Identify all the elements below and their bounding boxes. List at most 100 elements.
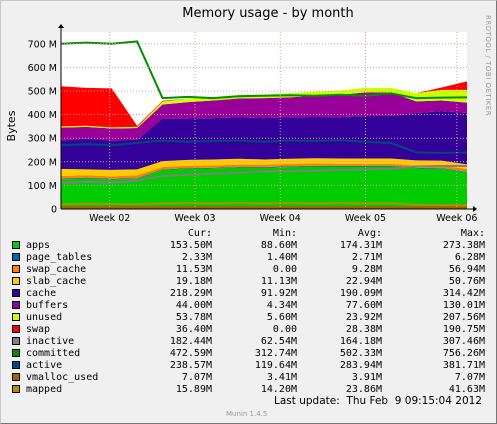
x-tick-label: Week 03 [174, 213, 215, 224]
legend-cur: 238.57M [169, 360, 212, 371]
legend-row-apps: apps 153.50M 88.60M 174.31M 273.38M [12, 240, 492, 252]
memory-chart: Memory usage - by month Bytes 0 100 M 200 … [5, 6, 477, 224]
legend-max: 6.28M [454, 252, 485, 263]
legend-row-vmalloc-used: vmalloc_used 7.07M 3.41M 3.91M 7.07M [12, 372, 492, 384]
y-tick-label: 400 M [28, 110, 57, 121]
x-tick-label: Week 04 [260, 213, 301, 224]
legend-swatch [12, 349, 20, 357]
area-apps [61, 166, 467, 209]
legend-name: active [26, 360, 63, 371]
legend-cur: 11.53M [175, 264, 212, 275]
legend-avg: 164.18M [339, 336, 382, 347]
y-axis-arrow [58, 24, 64, 28]
line-mapped [60, 202, 468, 207]
legend-name: vmalloc_used [26, 372, 99, 383]
legend-max: 190.75M [442, 324, 485, 335]
legend-header-min: Min: [272, 228, 297, 239]
legend-min: 62.54M [260, 336, 297, 347]
legend-row-active: active 238.57M 119.64M 283.94M 381.71M [12, 360, 492, 372]
legend-min: 14.20M [260, 384, 297, 395]
legend-min: 1.40M [266, 252, 297, 263]
legend-cur: 53.78M [175, 312, 212, 323]
legend-avg: 3.91M [351, 372, 382, 383]
legend: Cur: Min: Avg: Max: apps 153.50M 88.60M 174… [12, 228, 492, 396]
legend-name: cache [26, 288, 57, 299]
legend-name: apps [26, 240, 51, 251]
legend-min: 5.60M [266, 312, 297, 323]
y-tick-label: 700 M [28, 39, 57, 50]
legend-cur: 182.44M [169, 336, 212, 347]
x-tick-label: Week 02 [89, 213, 130, 224]
legend-min: 0.00 [272, 264, 297, 275]
legend-max: 56.94M [448, 264, 485, 275]
legend-name: slab_cache [26, 276, 87, 287]
legend-max: 307.46M [442, 336, 485, 347]
legend-row-mapped: mapped 15.89M 14.20M 23.86M 41.63M [12, 384, 492, 396]
munin-version: Munin 1.4.5 [226, 410, 268, 418]
legend-name: swap [26, 324, 51, 335]
area-swap-cache [61, 163, 467, 179]
rrdtool-credit: RRDTOOL / TOBI OETIKER [484, 15, 492, 117]
legend-row-committed: committed 472.59M 312.74M 502.33M 756.26M [12, 348, 492, 360]
legend-swatch [12, 277, 20, 285]
y-tick-label: 500 M [28, 87, 57, 98]
legend-header: Cur: Min: Avg: Max: [12, 228, 492, 240]
legend-header-max: Max: [460, 228, 485, 239]
legend-max: 207.56M [442, 312, 485, 323]
legend-row-swap: swap 36.40M 0.00 28.38M 190.75M [12, 324, 492, 336]
legend-max: 50.76M [448, 276, 485, 287]
legend-row-slab-cache: slab_cache 19.18M 11.13M 22.94M 50.76M [12, 276, 492, 288]
legend-row-page-tables: page_tables 2.33M 1.40M 2.71M 6.28M [12, 252, 492, 264]
legend-cur: 218.29M [169, 288, 212, 299]
legend-swatch [12, 325, 20, 333]
x-axis-arrow [473, 206, 477, 212]
legend-avg: 9.28M [351, 264, 382, 275]
x-tick-label: Week 06 [436, 213, 477, 224]
legend-max: 756.26M [442, 348, 485, 359]
legend-max: 314.42M [442, 288, 485, 299]
legend-swatch [12, 265, 20, 273]
x-tick-label: Week 05 [345, 213, 386, 224]
y-tick-label: 100 M [28, 181, 57, 192]
area-swap [61, 81, 467, 128]
line-active [60, 139, 468, 154]
line-inactive [60, 165, 467, 185]
legend-row-inactive: inactive 182.44M 62.54M 164.18M 307.46M [12, 336, 492, 348]
legend-avg: 23.86M [345, 384, 382, 395]
legend-avg: 190.09M [339, 288, 382, 299]
legend-max: 130.01M [442, 300, 485, 311]
legend-swatch [12, 253, 20, 261]
legend-swatch [12, 313, 20, 321]
legend-min: 11.13M [260, 276, 297, 287]
legend-avg: 502.33M [339, 348, 382, 359]
legend-avg: 283.94M [339, 360, 382, 371]
legend-row-unused: unused 53.78M 5.60M 23.92M 207.56M [12, 312, 492, 324]
legend-avg: 77.60M [345, 300, 382, 311]
legend-min: 4.34M [266, 300, 297, 311]
legend-row-buffers: buffers 44.00M 4.34M 77.60M 130.01M [12, 300, 492, 312]
line-committed [60, 40, 468, 100]
legend-max: 381.71M [442, 360, 485, 371]
chart-title: Memory usage - by month [182, 6, 353, 21]
legend-min: 3.41M [266, 372, 297, 383]
last-update: Last update: Thu Feb 9 09:15:04 2012 [274, 395, 482, 407]
legend-cur: 15.89M [175, 384, 212, 395]
legend-cur: 153.50M [169, 240, 212, 251]
legend-header-cur: Cur: [187, 228, 212, 239]
legend-name: page_tables [26, 252, 93, 263]
legend-row-cache: cache 218.29M 91.92M 190.09M 314.42M [12, 288, 492, 300]
legend-avg: 23.92M [345, 312, 382, 323]
legend-name: unused [26, 312, 63, 323]
legend-cur: 19.18M [175, 276, 212, 287]
y-tick-label: 0 [51, 205, 57, 216]
legend-header-avg: Avg: [357, 228, 382, 239]
legend-min: 119.64M [254, 360, 297, 371]
legend-cur: 2.33M [181, 252, 212, 263]
legend-swatch [12, 385, 20, 393]
legend-name: swap_cache [26, 264, 87, 275]
y-tick-label: 600 M [28, 63, 57, 74]
legend-avg: 22.94M [345, 276, 382, 287]
legend-min: 312.74M [254, 348, 297, 359]
legend-swatch [12, 241, 20, 249]
legend-cur: 44.00M [175, 300, 212, 311]
